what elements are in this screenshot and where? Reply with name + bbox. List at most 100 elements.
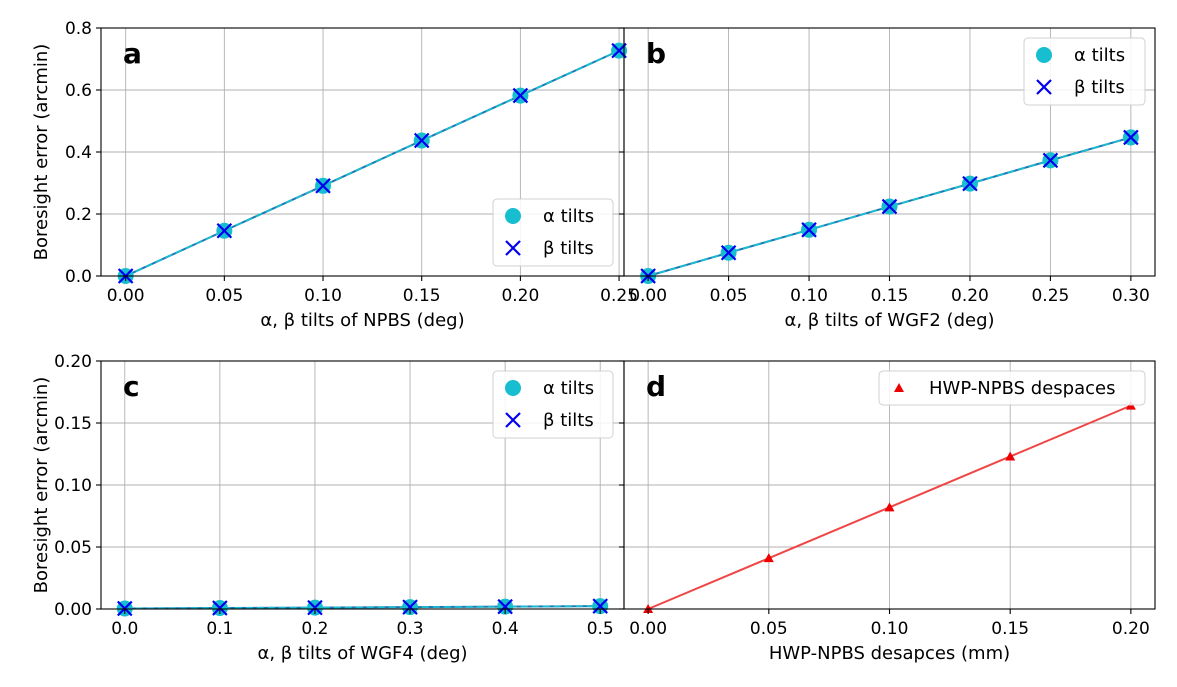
legend-marker-circle [505,208,521,224]
legend-box [878,370,1146,406]
data-point-x [801,222,817,238]
x-axis-title: HWP-NPBS desapces (mm) [769,643,1010,664]
legend-label: α tilts [1074,45,1125,66]
legend: HWP-NPBS despaces [878,370,1146,406]
data-point-x-stroke-2 [497,598,513,615]
data-point-x [315,178,331,194]
y-tick-label: 0.20 [54,352,92,372]
series-line-x [124,605,601,610]
x-tick-label: 0.20 [1112,619,1150,639]
panel-letter: b [646,37,666,70]
legend-marker-x [505,412,521,428]
y-tick-label: 0.0 [65,267,92,287]
x-tick-label: 0.30 [1112,286,1150,306]
x-tick-label: 0.20 [951,286,989,306]
data-point-x-stroke-2 [212,600,228,616]
data-point-x-stroke-2 [307,599,323,616]
legend-marker-circle [505,380,521,396]
panel-letter: c [123,370,140,403]
x-tick-label: 0.15 [403,286,441,306]
legend-box [492,370,614,439]
y-tick-label: 0.6 [65,81,92,101]
y-tick-label: 0.4 [65,143,92,163]
x-tick-label: 0.5 [587,619,614,639]
data-point-x [512,87,529,104]
legend-label: HWP-NPBS despaces [929,378,1115,399]
x-tick-label: 0.05 [710,286,748,306]
x-tick-label: 0.1 [206,619,233,639]
y-tick-label: 0.05 [54,538,92,558]
panel-a: 0.00 0.05 0.10 0.15 0.20 0.25 0.0 0.2 0.4 0.6 0.8 α… [31,19,638,331]
data-point-x-stroke-2 [216,222,233,239]
panel-b: 0.00 0.05 0.10 0.15 0.20 0.25 0.30 α, β tilts o… [619,27,1156,331]
x-tick-label: 0.00 [629,619,667,639]
panel-letter: d [646,370,666,403]
x-tick-label: 0.25 [600,286,638,306]
data-point-x [592,598,609,614]
x-tick-label: 0.4 [492,619,519,639]
x-tick-label: 0.10 [871,619,909,639]
data-point-x-stroke-2 [413,132,430,149]
data-point-x-stroke-2 [315,178,331,194]
x-tick-label: 0.25 [1031,286,1069,306]
data-point-x-stroke-2 [1123,129,1139,146]
legend: α tilts β tilts [492,198,614,267]
data-point-triangle [884,502,895,512]
x-tick-label: 0.3 [397,619,424,639]
legend: α tilts β tilts [1023,37,1146,106]
y-axis-title: Boresight error (arcmin) [31,44,52,261]
data-point-x [402,599,418,615]
data-point-x [216,222,233,239]
legend-label: α tilts [543,378,594,399]
data-point-x [413,132,430,149]
series-line-x [125,49,620,277]
x-axis-title: α, β tilts of WGF4 (deg) [257,643,467,664]
data-point-x-stroke-2 [801,222,817,238]
data-point-triangle [763,553,774,563]
legend-label: β tilts [1074,77,1125,98]
data-point-x-stroke-2 [720,244,737,261]
y-axis-title: Boresight error (arcmin) [31,377,52,594]
x-axis-title: α, β tilts of WGF2 (deg) [784,310,994,331]
panel-d: 0.00 0.05 0.10 0.15 0.20 HWP-NPBS desapces (m… [619,360,1156,664]
data-point-x-stroke-2 [512,87,529,104]
data-point-x-stroke-2 [962,175,978,192]
data-point-x-stroke-2 [881,198,898,215]
x-tick-label: 0.2 [301,619,328,639]
panel-c: 0.0 0.1 0.2 0.3 0.4 0.5 0.00 0.05 0.10 0.15 0.20 α,… [31,352,625,664]
legend-label: α tilts [543,206,594,227]
data-point-x-stroke-2 [1042,152,1059,169]
y-tick-label: 0.00 [54,600,92,620]
data-point-x [720,244,737,261]
legend-box [1023,37,1146,106]
x-tick-label: 0.05 [205,286,243,306]
legend-marker-x [1036,79,1052,95]
legend-marker-x-stroke-2 [505,412,521,428]
legend-marker-x-stroke-2 [505,240,521,256]
x-tick-label: 0.0 [111,619,138,639]
data-point-x [212,600,228,616]
data-point-x [1042,152,1059,169]
legend-label: β tilts [543,410,594,431]
legend-marker-x [505,240,521,256]
data-point-x-stroke-2 [592,598,609,614]
data-point-x-stroke-2 [402,599,418,615]
data-point-x [881,198,898,215]
x-tick-label: 0.00 [107,286,145,306]
y-tick-label: 0.2 [65,205,92,225]
x-tick-label: 0.15 [991,619,1029,639]
data-point-x [307,599,323,616]
data-point-x [962,175,978,192]
legend-marker-triangle [894,383,904,392]
legend-box [492,198,614,267]
x-tick-label: 0.00 [629,286,667,306]
legend: α tilts β tilts [492,370,614,439]
data-point-x [497,598,513,615]
legend-marker-x-stroke-2 [1036,79,1052,95]
data-point-triangle [1005,451,1016,461]
x-tick-label: 0.10 [790,286,828,306]
x-tick-label: 0.10 [304,286,342,306]
data-point-x [1123,129,1139,146]
legend-marker-circle [1036,47,1052,63]
